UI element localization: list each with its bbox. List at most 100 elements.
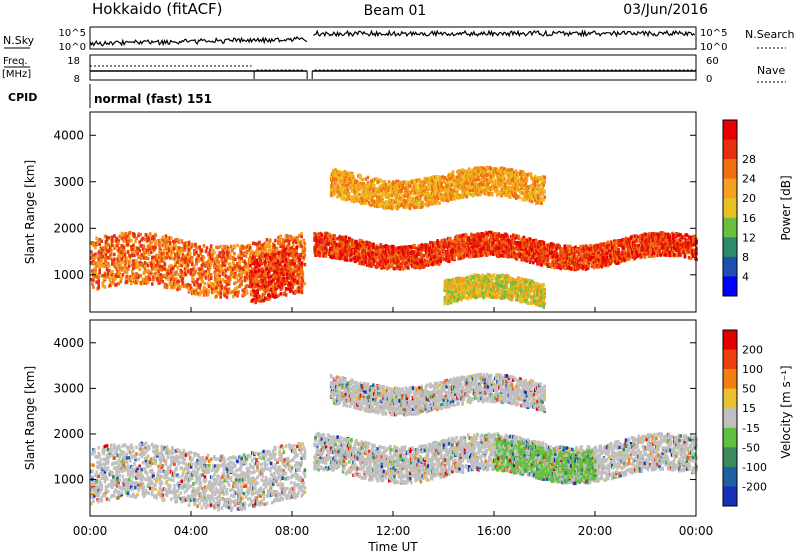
heatmap-cell xyxy=(193,283,196,287)
freq-panel xyxy=(89,54,697,81)
heatmap-cell xyxy=(201,269,205,273)
heatmap-cell xyxy=(156,255,159,259)
heatmap-cell xyxy=(138,249,141,253)
heatmap-cell xyxy=(186,269,190,274)
heatmap-cell xyxy=(131,269,134,273)
heatmap-cell xyxy=(195,288,198,292)
heatmap-cell xyxy=(126,250,130,254)
heatmap-cell xyxy=(247,268,251,273)
heatmap-cell xyxy=(228,265,232,270)
heatmap-cell xyxy=(92,278,95,282)
heatmap-cell xyxy=(212,248,215,253)
heatmap-cell xyxy=(180,263,184,268)
heatmap-cell xyxy=(209,262,213,266)
heatmap-cell xyxy=(324,254,328,258)
heatmap-cell xyxy=(218,269,221,274)
heatmap-cell xyxy=(177,283,180,288)
heatmap-cell xyxy=(101,284,105,288)
heatmap-cell xyxy=(200,248,204,253)
heatmap-cell xyxy=(183,248,187,252)
heatmap-cell xyxy=(97,280,100,284)
heatmap-cell xyxy=(227,255,231,260)
heatmap-cell xyxy=(191,242,194,247)
heatmap-cell xyxy=(203,286,207,290)
heatmap-cell xyxy=(176,248,179,253)
heatmap-cell xyxy=(587,264,591,268)
heatmap-cell xyxy=(242,246,246,250)
heatmap-cell xyxy=(170,236,173,241)
heatmap-cell xyxy=(213,287,216,291)
heatmap-cell xyxy=(173,246,176,251)
heatmap-cell xyxy=(274,238,277,243)
heatmap-cell xyxy=(195,279,198,284)
heatmap-cell xyxy=(126,234,130,238)
heatmap-cell xyxy=(168,242,172,246)
heatmap-cell xyxy=(156,276,159,280)
heatmap-cell xyxy=(264,247,268,251)
heatmap-cell xyxy=(184,253,188,258)
heatmap-cell xyxy=(257,253,260,258)
heatmap-cell xyxy=(123,269,127,274)
heatmap-cell xyxy=(245,277,249,282)
heatmap-cell xyxy=(102,246,106,250)
heatmap-cell xyxy=(449,236,452,241)
heatmap-cell xyxy=(90,261,93,265)
heatmap-cell xyxy=(132,259,135,263)
heatmap-cell xyxy=(606,240,610,245)
heatmap-cell xyxy=(217,267,220,271)
heatmap-cell xyxy=(116,244,119,248)
heatmap-cell xyxy=(224,269,228,273)
heatmap-cell xyxy=(196,277,199,282)
heatmap-cell xyxy=(199,271,202,276)
heatmap-cell xyxy=(443,238,447,242)
heatmap-cell xyxy=(244,270,248,274)
heatmap-cell xyxy=(124,261,128,265)
heatmap-cell xyxy=(150,261,153,266)
heatmap-cell xyxy=(147,275,151,279)
heatmap-cell xyxy=(90,250,93,254)
heatmap-cell xyxy=(168,280,172,285)
heatmap-cell xyxy=(113,246,116,250)
heatmap-cell xyxy=(238,284,241,289)
heatmap-cell xyxy=(325,248,329,252)
heatmap-cell xyxy=(240,256,243,261)
heatmap-cell xyxy=(198,267,201,272)
heatmap-cell xyxy=(172,250,175,254)
heatmap-cell xyxy=(105,238,109,242)
heatmap-cell xyxy=(187,242,191,247)
heatmap-cell xyxy=(120,231,124,236)
heatmap-cell xyxy=(111,262,114,266)
heatmap-cell xyxy=(181,253,185,257)
heatmap-cell xyxy=(439,259,443,264)
heatmap-cell xyxy=(91,282,94,286)
heatmap-cell xyxy=(206,260,210,264)
heatmap-cell xyxy=(643,255,647,259)
heatmap-cell xyxy=(173,270,176,275)
heatmap-cell xyxy=(199,252,202,256)
heatmap-cell xyxy=(193,264,196,268)
heatmap-cell xyxy=(128,259,132,264)
heatmap-cell xyxy=(91,269,94,273)
heatmap-cell xyxy=(257,266,260,270)
heatmap-cell xyxy=(303,253,307,258)
heatmap-cell xyxy=(262,246,266,250)
heatmap-cell xyxy=(303,262,307,267)
heatmap-cell xyxy=(118,234,121,239)
heatmap-cell xyxy=(117,241,120,245)
heatmap-cell xyxy=(132,272,135,276)
heatmap-cell xyxy=(186,254,190,258)
heatmap-cell xyxy=(131,263,134,267)
heatmap-cell xyxy=(151,236,154,241)
heatmap-cell xyxy=(160,238,164,242)
heatmap-cell xyxy=(92,274,95,278)
heatmap-cell xyxy=(203,281,207,286)
heatmap-cell xyxy=(143,247,147,252)
heatmap-cell xyxy=(154,233,157,237)
heatmap-cell xyxy=(220,259,224,263)
heatmap-cell xyxy=(221,270,225,274)
heatmap-cell xyxy=(219,291,222,295)
heatmap-cell xyxy=(117,259,120,263)
heatmap-cell xyxy=(231,272,234,277)
heatmap-cell xyxy=(95,264,98,268)
heatmap-cell xyxy=(209,244,213,248)
